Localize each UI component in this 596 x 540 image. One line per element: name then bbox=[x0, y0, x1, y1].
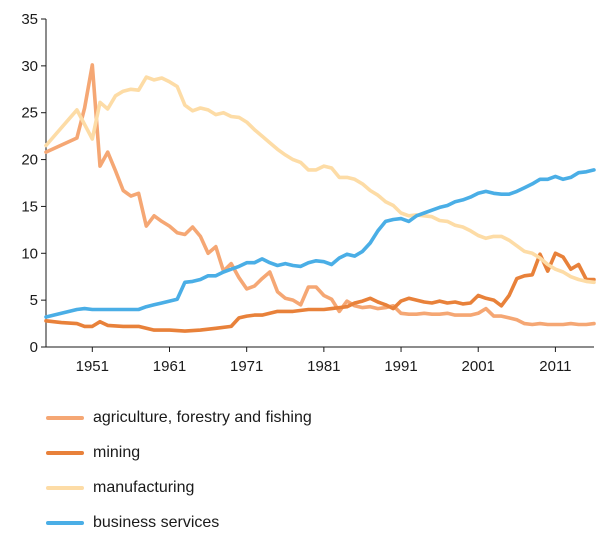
legend-item: business services bbox=[46, 505, 312, 540]
y-tick-label: 20 bbox=[21, 152, 38, 169]
legend-swatch bbox=[46, 485, 84, 490]
series-line-manufacturing bbox=[44, 75, 596, 285]
y-tick-label: 30 bbox=[21, 58, 38, 75]
x-tick-label: 1961 bbox=[153, 358, 186, 375]
legend-swatch bbox=[46, 415, 84, 420]
x-tick-label: 2001 bbox=[462, 358, 495, 375]
y-tick-label: 0 bbox=[30, 339, 38, 356]
x-tick-label: 1981 bbox=[307, 358, 340, 375]
legend-label: agriculture, forestry and fishing bbox=[93, 408, 312, 426]
y-tick-label: 15 bbox=[21, 198, 38, 215]
series-line-mining bbox=[44, 251, 596, 333]
y-tick-label: 5 bbox=[30, 292, 38, 309]
legend-swatch bbox=[46, 450, 84, 455]
x-axis: 1951 1961 1971 1981 1991 2001 2011 bbox=[46, 346, 594, 375]
y-tick-label: 35 bbox=[21, 11, 38, 28]
legend-item: mining bbox=[46, 435, 312, 470]
legend-label: manufacturing bbox=[93, 478, 195, 496]
legend-label: mining bbox=[93, 443, 141, 461]
series-layer bbox=[44, 63, 596, 333]
legend-item: agriculture, forestry and fishing bbox=[46, 400, 312, 435]
x-tick-label: 1971 bbox=[230, 358, 263, 375]
y-tick-label: 25 bbox=[21, 105, 38, 122]
legend-item: manufacturing bbox=[46, 470, 312, 505]
legend-swatch bbox=[46, 520, 84, 525]
series-line-business-services bbox=[44, 168, 596, 319]
legend: agriculture, forestry and fishing mining m… bbox=[46, 400, 312, 540]
x-tick-label: 2011 bbox=[539, 358, 571, 375]
y-tick-label: 10 bbox=[21, 245, 38, 262]
y-axis: 0 5 10 15 20 25 30 35 bbox=[21, 11, 47, 356]
line-chart: 0 5 10 15 20 25 30 35 1951 1961 1971 1981 1991 2001 2… bbox=[21, 11, 596, 375]
legend-label: business services bbox=[93, 513, 220, 531]
x-tick-label: 1951 bbox=[76, 358, 109, 375]
series-line-agriculture bbox=[44, 63, 596, 327]
x-tick-label: 1991 bbox=[384, 358, 417, 375]
